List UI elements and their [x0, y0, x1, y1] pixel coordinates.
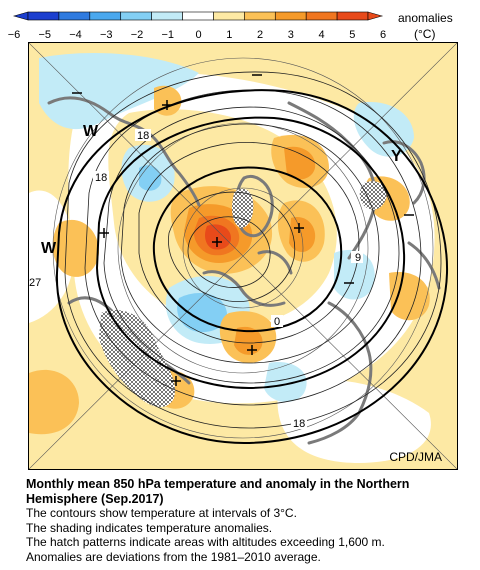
warm-anomaly: [205, 224, 231, 250]
center-labels: W W Y: [41, 123, 402, 257]
latitude-circle: [52, 57, 434, 439]
contour-label: 27: [29, 277, 41, 289]
cold-anomaly: [139, 165, 162, 191]
contour-line: [187, 216, 271, 288]
colorbar-segment: [89, 11, 122, 21]
contour-line: [168, 191, 296, 302]
caption-line: The hatch patterns indicate areas with a…: [26, 535, 385, 549]
cold-anomaly: [39, 53, 199, 130]
coastline-asia-east: [382, 140, 441, 290]
cold-anomaly: [264, 362, 307, 403]
high-terrain: [99, 181, 387, 408]
colorbar-segment: [120, 11, 152, 21]
anomaly-markers: [72, 74, 414, 386]
warm-anomaly: [29, 369, 79, 435]
colorbar-tick-label: 2: [257, 29, 263, 41]
contour-line: [84, 89, 422, 406]
colorbar-segment: [305, 11, 338, 21]
legend-title: anomalies: [398, 11, 453, 25]
warm-center-label: W: [83, 123, 99, 140]
contour-line: [138, 141, 360, 344]
colorbar-segment: [58, 11, 91, 21]
plus-marker: [294, 223, 304, 233]
warm-center-label: W: [41, 240, 57, 257]
colorbar-tick-label: −3: [100, 29, 113, 41]
coastline-europe-asia: [287, 101, 377, 445]
colorbar-segment: [213, 11, 245, 21]
colorbar-tick-label: 5: [349, 29, 355, 41]
contour-18: [55, 89, 449, 445]
polar-map-svg: 18 18 27 9 0 18 W W Y: [29, 43, 457, 469]
contour-label: 18: [137, 130, 149, 142]
colorbar-tick-label: −1: [161, 29, 174, 41]
colorbar-tick-label: 6: [380, 29, 386, 41]
warm-anomaly: [234, 326, 263, 355]
hatch-tibet: [359, 181, 387, 210]
colorbar-tick-label: −5: [38, 29, 51, 41]
plus-marker: [162, 100, 172, 110]
thick-contours: [55, 89, 449, 445]
colorbar-tick-label: 0: [195, 29, 201, 41]
contour-label: 0: [274, 316, 280, 328]
caption-line: The shading indicates temperature anomal…: [26, 520, 273, 535]
colorbar-segment: [182, 11, 214, 21]
warm-anomaly: [289, 217, 316, 252]
hatch-rockies: [99, 310, 175, 408]
contour-line: [120, 123, 380, 364]
colorbar-segment: [336, 11, 369, 21]
anomaly-colorbar: −6 −5 −4 −3 −2 −1 0 1 2 3 4 5 6 anomalies (°C): [8, 11, 453, 41]
legend-unit: (°C): [414, 27, 435, 41]
colorbar-segment: [244, 11, 276, 21]
contour-label: 9: [355, 252, 361, 264]
temperature-contours: [64, 71, 442, 429]
colorbar-segment: [274, 11, 307, 21]
figure-caption: Monthly mean 850 hPa temperature and ano…: [26, 477, 466, 564]
colorbar-tick-label: 1: [226, 29, 232, 41]
contour-0: [152, 166, 343, 333]
colorbar-tick-label: −2: [131, 29, 144, 41]
contour-line: [64, 71, 442, 429]
plus-marker: [247, 345, 257, 355]
credit-label: CPD/JMA: [389, 450, 442, 464]
warm-anomaly: [284, 146, 316, 180]
contour-line: [103, 106, 400, 384]
warm-anomaly: [52, 219, 99, 277]
contour-9: [95, 116, 406, 390]
colorbar-segment: [151, 11, 183, 21]
cold-anomaly: [177, 293, 227, 333]
colorbar-tick-label: −4: [69, 29, 82, 41]
plus-marker: [212, 237, 222, 247]
caption-line: The contours show temperature at interva…: [26, 506, 297, 520]
hemisphere-map: 18 18 27 9 0 18 W W Y: [28, 42, 458, 470]
colorbar-tick-label: 3: [288, 29, 294, 41]
colorbar-tick-label: 4: [318, 29, 324, 41]
colorbar-tick-label: −6: [8, 29, 21, 41]
hatch-greenland: [231, 188, 254, 228]
colorbar-arrow-right: [367, 11, 384, 21]
latitude-circle: [117, 122, 369, 374]
meridian: [29, 43, 457, 469]
contour-label: 18: [293, 418, 305, 430]
colorbar-segments: [12, 11, 384, 21]
contour-labels: 18 18 27 9 0 18: [29, 129, 363, 430]
plus-marker: [171, 376, 181, 386]
colorbar-segment: [27, 11, 60, 21]
plus-marker: [99, 228, 109, 238]
graticule: [29, 43, 457, 469]
caption-line: Anomalies are deviations from the 1981–2…: [26, 549, 321, 564]
colorbar-arrow-left: [12, 11, 29, 21]
caption-title: Monthly mean 850 hPa temperature and ano…: [26, 477, 410, 506]
cold-anomaly: [334, 249, 375, 300]
center-label-y: Y: [391, 148, 402, 165]
latitude-circle: [182, 187, 304, 309]
contour-label: 18: [95, 172, 107, 184]
colorbar-tick-labels: −6 −5 −4 −3 −2 −1 0 1 2 3 4 5 6: [8, 29, 386, 41]
anomaly-shading: [29, 53, 435, 463]
warm-anomaly: [389, 272, 430, 321]
